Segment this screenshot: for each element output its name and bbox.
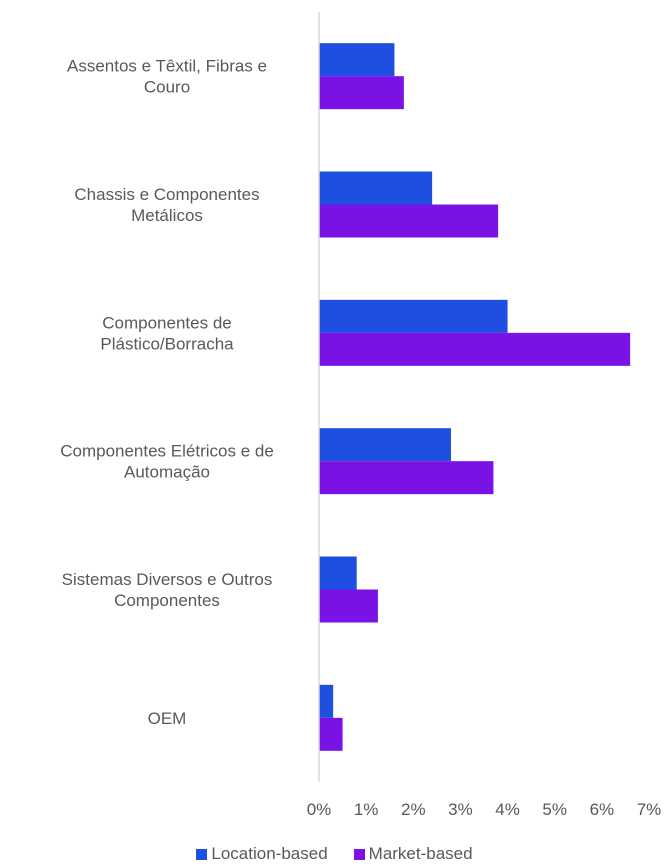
bar-market-based-oem — [319, 717, 343, 751]
bar-location-based-sistemas-diversos-e-outros-componentes — [319, 556, 357, 590]
category-label-oem: OEM — [148, 709, 187, 728]
bar-market-based-assentos-e-textil-fibras-e-couro — [319, 76, 404, 110]
x-tick-label: 7% — [637, 800, 662, 819]
x-tick-label: 4% — [495, 800, 520, 819]
x-tick-label: 6% — [590, 800, 615, 819]
legend-label-location-based: Location-based — [211, 844, 328, 863]
category-label-componentes-de-plastico-borracha: Componentes de Plástico/Borracha — [100, 313, 234, 353]
bar-market-based-componentes-de-plastico-borracha — [319, 332, 631, 366]
bar-chart: Assentos e Têxtil, Fibras e Couro Chassis … — [60, 12, 662, 819]
bar-market-based-componentes-eletricos-e-de-automacao — [319, 461, 494, 495]
x-tick-label: 3% — [448, 800, 473, 819]
bar-location-based-chassis-e-componentes-metalicos — [319, 171, 433, 205]
category-label-sistemas-diversos-e-outros-componentes: Sistemas Diversos e Outros Componentes — [62, 570, 273, 610]
x-tick-label: 0% — [307, 800, 332, 819]
bar-location-based-componentes-de-plastico-borracha — [319, 299, 508, 333]
bar-market-based-sistemas-diversos-e-outros-componentes — [319, 589, 378, 623]
category-labels: Assentos e Têxtil, Fibras e Couro Chassis … — [60, 57, 274, 728]
legend-item-market-based: Market-based — [353, 844, 473, 864]
bar-location-based-componentes-eletricos-e-de-automacao — [319, 428, 451, 462]
legend-swatch-location-based — [196, 848, 208, 860]
legend: Location-based Market-based — [0, 843, 669, 865]
bar-location-based-oem — [319, 684, 334, 718]
category-label-componentes-eletricos-e-de-automacao: Componentes Elétricos e de Automação — [60, 442, 274, 482]
legend-label-market-based: Market-based — [368, 844, 473, 863]
bar-location-based-assentos-e-textil-fibras-e-couro — [319, 43, 395, 77]
bars-group — [319, 43, 631, 751]
x-tick-label: 2% — [401, 800, 426, 819]
category-label-chassis-e-componentes-metalicos: Chassis e Componentes Metálicos — [74, 185, 259, 225]
legend-swatch-market-based — [353, 848, 365, 860]
x-tick-labels: 0% 1% 2% 3% 4% 5% 6% 7% — [307, 800, 662, 819]
category-label-assentos-e-textil-fibras-e-couro: Assentos e Têxtil, Fibras e Couro — [67, 57, 267, 97]
x-tick-label: 5% — [542, 800, 567, 819]
x-tick-label: 1% — [354, 800, 379, 819]
legend-item-location-based: Location-based — [196, 844, 328, 864]
bar-market-based-chassis-e-componentes-metalicos — [319, 204, 499, 238]
